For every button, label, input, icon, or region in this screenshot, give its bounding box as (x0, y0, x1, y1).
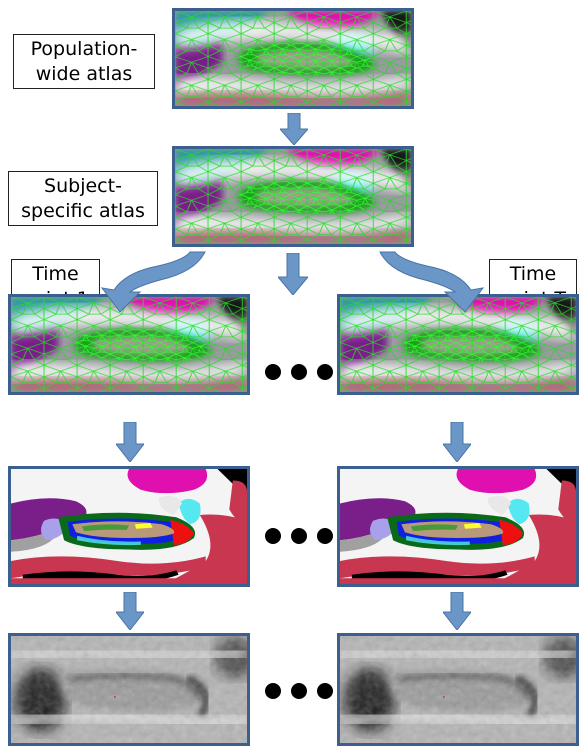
population-atlas-image (172, 8, 414, 109)
curved-arrow-time-1 (100, 251, 206, 312)
ellipsis-dot (291, 528, 307, 544)
mri-time-1-image (8, 633, 250, 746)
ellipsis-segmentation (265, 528, 333, 544)
down-arrow-seg-t (443, 422, 471, 462)
ellipsis-dot (265, 528, 281, 544)
mri-time-t-image (337, 633, 579, 746)
down-arrow-seg-1 (116, 422, 144, 462)
ellipsis-dot (317, 528, 333, 544)
ellipsis-dot (265, 364, 281, 380)
down-arrow-mri-t (443, 592, 471, 630)
ellipsis-dot (317, 683, 333, 699)
down-arrow-middle (278, 253, 308, 295)
ellipsis-atlas (265, 364, 333, 380)
subject-atlas-image (172, 146, 414, 247)
subject-atlas-line-1: Subject- (44, 174, 122, 197)
curved-arrow-time-t (379, 251, 485, 312)
population-atlas-line-1: Population- (30, 37, 138, 60)
ellipsis-dot (291, 683, 307, 699)
down-arrow-atlas (280, 113, 308, 145)
segmentation-time-1-image (8, 466, 250, 587)
subject-atlas-label: Subject- specific atlas (8, 171, 158, 226)
population-atlas-line-2: wide atlas (35, 62, 133, 85)
down-arrow-mri-1 (116, 592, 144, 630)
time-point-t-line-1: Time (509, 262, 557, 285)
population-atlas-label: Population- wide atlas (13, 34, 155, 89)
time-point-1-line-1: Time (32, 262, 79, 285)
ellipsis-dot (265, 683, 281, 699)
segmentation-time-t-image (337, 466, 579, 587)
ellipsis-mri (265, 683, 333, 699)
ellipsis-dot (291, 364, 307, 380)
subject-atlas-line-2: specific atlas (21, 199, 145, 222)
ellipsis-dot (317, 364, 333, 380)
